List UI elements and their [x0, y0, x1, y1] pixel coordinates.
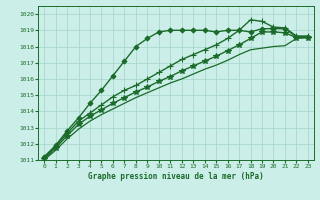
X-axis label: Graphe pression niveau de la mer (hPa): Graphe pression niveau de la mer (hPa) [88, 172, 264, 181]
